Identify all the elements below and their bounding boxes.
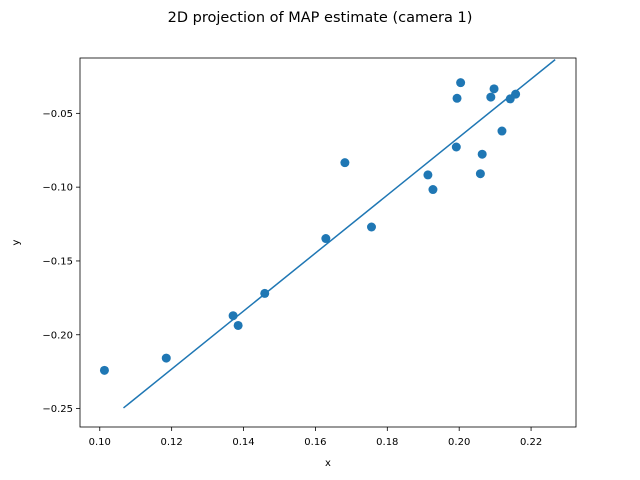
data-point-3 [228,311,238,321]
x-tick-label: 0.18 [376,437,398,448]
data-point-10 [428,185,438,195]
y-tick-label: −0.25 [42,404,73,415]
data-point-4 [233,320,243,330]
x-tick-label: 0.14 [232,437,254,448]
data-point-20 [511,89,521,99]
data-point-17 [489,84,499,94]
data-point-8 [366,222,376,232]
data-point-5 [260,288,270,298]
y-tick-label: −0.10 [42,183,73,194]
data-point-15 [477,149,487,159]
x-tick-label: 0.12 [161,437,183,448]
data-point-6 [321,234,331,244]
y-axis: −0.25 −0.20 −0.15 −0.10 −0.05 [42,109,80,415]
x-tick-label: 0.10 [89,437,111,448]
data-point-7 [340,158,350,168]
data-point-11 [451,142,461,152]
y-tick-label: −0.05 [42,109,73,120]
data-point-14 [475,169,485,179]
plot-area [99,59,556,409]
axes-frame [79,57,577,428]
data-point-2 [161,353,171,363]
x-tick-label: 0.20 [448,437,470,448]
y-tick-label: −0.20 [42,330,73,341]
data-point-1 [99,365,109,375]
y-axis-label: y [11,239,22,245]
x-axis: 0.10 0.12 0.14 0.16 0.18 0.20 0.22 [89,427,542,448]
chart-title: 2D projection of MAP estimate (camera 1) [168,10,473,26]
x-tick-label: 0.22 [520,437,542,448]
data-point-18 [497,126,507,136]
x-axis-label: x [325,458,331,469]
data-point-12 [452,93,462,103]
y-tick-label: −0.15 [42,256,73,267]
data-point-13 [456,78,466,88]
data-point-16 [486,92,496,102]
data-point-9 [423,170,433,180]
x-tick-label: 0.16 [304,437,326,448]
fit-line [123,59,556,409]
